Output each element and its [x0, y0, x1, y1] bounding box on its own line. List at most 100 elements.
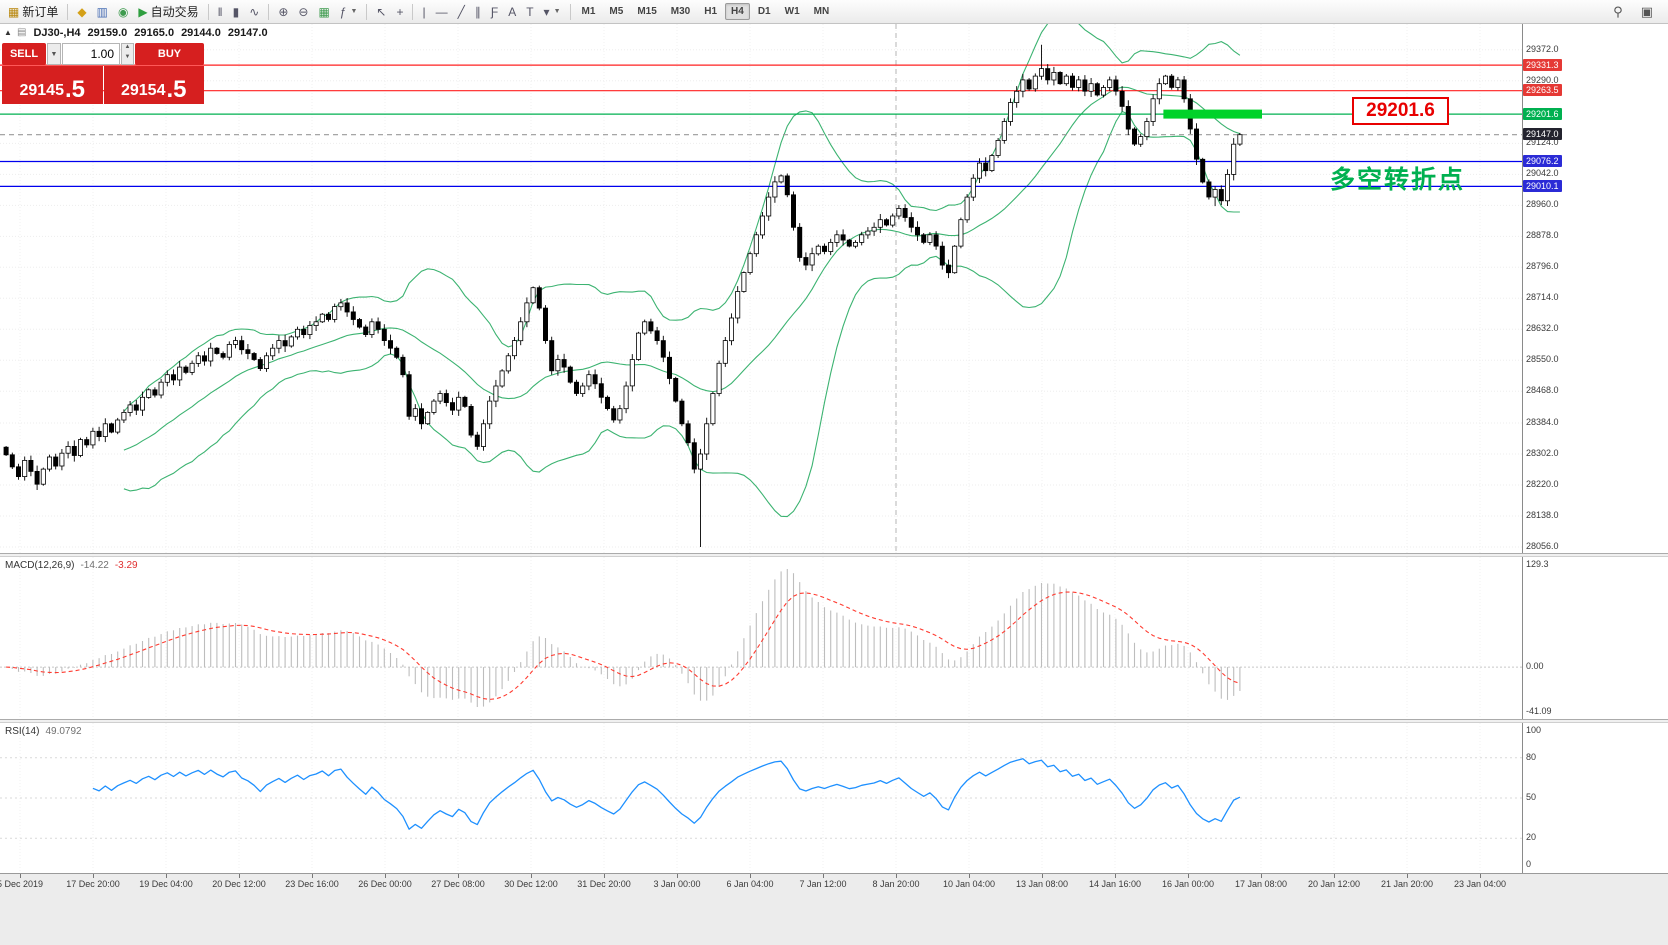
price-axis-label: 29042.0 — [1526, 168, 1559, 179]
arrows-icon-glyph: ▾ — [543, 4, 550, 19]
autotrading-button-glyph: ▶ — [138, 4, 148, 19]
crosshair-icon-glyph: + — [396, 4, 404, 19]
symbol-title: DJ30-,H4 — [33, 27, 81, 39]
arrows-icon[interactable]: ▾ ▼ — [539, 2, 566, 22]
volume-down-icon[interactable]: ▼ — [124, 54, 131, 60]
autotrading-button-label: 自动交易 — [150, 5, 199, 19]
macd-axis-zero: 0.00 — [1526, 661, 1544, 672]
time-axis-label: 17 Dec 20:00 — [66, 879, 120, 889]
fibonacci-icon[interactable]: Ƒ — [486, 2, 503, 22]
toolbar-separator — [67, 3, 69, 20]
panel-separator[interactable] — [0, 719, 1668, 723]
price-axis-label: 28714.0 — [1526, 292, 1559, 303]
candlestick-chart[interactable] — [0, 24, 1522, 553]
price-axis-label: 29290.0 — [1526, 74, 1559, 85]
timeframe-m30-button[interactable]: M30 — [670, 6, 691, 17]
order-type-dropdown[interactable]: ▼ — [47, 43, 61, 65]
indicators-icon-dropdown[interactable]: ▼ — [350, 8, 358, 15]
one-click-collapse-icon[interactable]: ▲ — [4, 28, 12, 37]
timeframe-h4-button[interactable]: H4 — [725, 3, 750, 20]
new-chart-window-icon[interactable]: ▣ — [1640, 3, 1653, 19]
horizontal-line-icon[interactable]: — — [431, 2, 453, 22]
toolbar-separator — [412, 3, 414, 20]
main-chart[interactable]: ▲ ▤ DJ30-,H4 29159.0 29165.0 29144.0 291… — [0, 24, 1522, 553]
price-annotation-box[interactable]: 29201.6 — [1352, 97, 1449, 125]
buy-button[interactable]: BUY — [135, 43, 204, 65]
new-order-button-glyph: ▦ — [8, 4, 20, 19]
bars-chart-icon-glyph: ‖ — [217, 4, 223, 19]
bottom-filler — [0, 895, 1668, 945]
candles-chart-icon[interactable]: ▮ — [228, 2, 245, 22]
macd-axis[interactable]: 129.3 0.00 -41.09 — [1522, 557, 1668, 719]
volume-input[interactable] — [62, 43, 120, 65]
buy-price[interactable]: 29154.5 — [103, 66, 204, 104]
ohlc-open: 29159.0 — [87, 27, 128, 39]
macd-chart[interactable] — [0, 557, 1522, 719]
timeframe-d1-button[interactable]: D1 — [757, 6, 771, 17]
time-tick — [896, 874, 897, 878]
price-axis[interactable]: 29372.0 29290.0 29124.0 29042.0 28960.0 28878… — [1522, 24, 1668, 553]
navigator-icon[interactable]: ◉ — [113, 2, 133, 22]
new-order-button[interactable]: ▦ 新订单 — [3, 2, 63, 22]
channel-icon[interactable]: ∥ — [470, 2, 486, 22]
volume-up-icon[interactable]: ▲ — [124, 44, 131, 50]
market-watch-icon[interactable]: ◆ — [72, 2, 91, 22]
sell-price[interactable]: 29145.5 — [2, 66, 103, 104]
time-axis[interactable]: 5 Dec 2019 17 Dec 20:00 19 Dec 04:00 20 Dec… — [0, 873, 1668, 895]
rsi-value: 49.0792 — [45, 726, 82, 737]
timeframe-m15-button[interactable]: M15 — [637, 6, 657, 17]
timeframe-m1-button[interactable]: M1 — [581, 6, 596, 17]
bars-chart-icon[interactable]: ‖ — [213, 2, 228, 22]
timeframe-m5-button[interactable]: M5 — [609, 6, 624, 17]
price-level-badge: 29201.6 — [1523, 107, 1562, 120]
timeframe-h1-button[interactable]: H1 — [704, 6, 718, 17]
crosshair-icon[interactable]: + — [391, 2, 408, 22]
price-axis-label: 28302.0 — [1526, 448, 1559, 458]
data-window-icon[interactable]: ▥ — [92, 2, 113, 22]
volume-stepper[interactable]: ▲ ▼ — [121, 43, 134, 65]
line-chart-icon[interactable]: ∿ — [244, 2, 264, 22]
arrows-icon-dropdown[interactable]: ▼ — [553, 8, 561, 15]
panel-separator[interactable] — [0, 553, 1668, 557]
time-tick — [312, 874, 313, 878]
toolbar-separator — [366, 3, 368, 20]
time-axis-label: 20 Jan 12:00 — [1307, 879, 1361, 889]
trendline-icon-glyph: ╱ — [457, 4, 465, 19]
time-axis-label: 17 Jan 08:00 — [1234, 879, 1288, 889]
rsi-axis-label: 80 — [1526, 751, 1537, 762]
time-axis-label: 27 Dec 08:00 — [431, 879, 485, 889]
time-axis-label: 13 Jan 08:00 — [1015, 879, 1069, 889]
rsi-axis-label: 0 — [1526, 859, 1532, 869]
timeframe-w1-button[interactable]: W1 — [784, 6, 800, 17]
candles-chart-icon-glyph: ▮ — [232, 4, 240, 19]
macd-axis-min: -41.09 — [1526, 706, 1552, 716]
time-axis-label: 8 Jan 20:00 — [872, 879, 920, 889]
rsi-chart[interactable] — [0, 723, 1522, 873]
turning-point-annotation[interactable]: 多空转折点 — [1330, 166, 1466, 194]
timeframe-mn-button[interactable]: MN — [813, 6, 830, 17]
cursor-icon[interactable]: ↖ — [371, 2, 391, 22]
rsi-name: RSI(14) — [5, 726, 40, 737]
grid-icon[interactable]: ▦ — [313, 2, 334, 22]
rsi-axis[interactable]: 100 80 50 20 0 — [1522, 723, 1668, 873]
autotrading-button[interactable]: ▶ 自动交易 — [133, 2, 203, 22]
trendline-icon[interactable]: ╱ — [453, 2, 470, 22]
time-axis-label: 7 Jan 12:00 — [799, 879, 847, 889]
label-icon[interactable]: T — [521, 2, 538, 22]
text-icon[interactable]: A — [503, 2, 521, 22]
macd-value-main: -14.22 — [80, 560, 109, 571]
zoom-in-icon[interactable]: ⊕ — [273, 2, 293, 22]
vertical-line-icon[interactable]: | — [417, 2, 430, 22]
ohlc-low: 29144.0 — [181, 27, 221, 39]
search-icon[interactable]: ⚲ — [1613, 3, 1623, 19]
time-tick — [604, 874, 605, 878]
sell-button[interactable]: SELL — [2, 43, 46, 65]
cursor-icon-glyph: ↖ — [376, 4, 387, 19]
indicators-icon[interactable]: ƒ ▼ — [335, 2, 363, 22]
time-axis-label: 20 Dec 12:00 — [212, 879, 266, 889]
time-axis-label: 14 Jan 16:00 — [1088, 879, 1142, 889]
macd-panel[interactable]: MACD(12,26,9) -14.22 -3.29 — [0, 557, 1522, 719]
vertical-line-icon-glyph: | — [422, 4, 426, 19]
zoom-out-icon[interactable]: ⊖ — [293, 2, 313, 22]
rsi-panel[interactable]: RSI(14) 49.0792 — [0, 723, 1522, 873]
